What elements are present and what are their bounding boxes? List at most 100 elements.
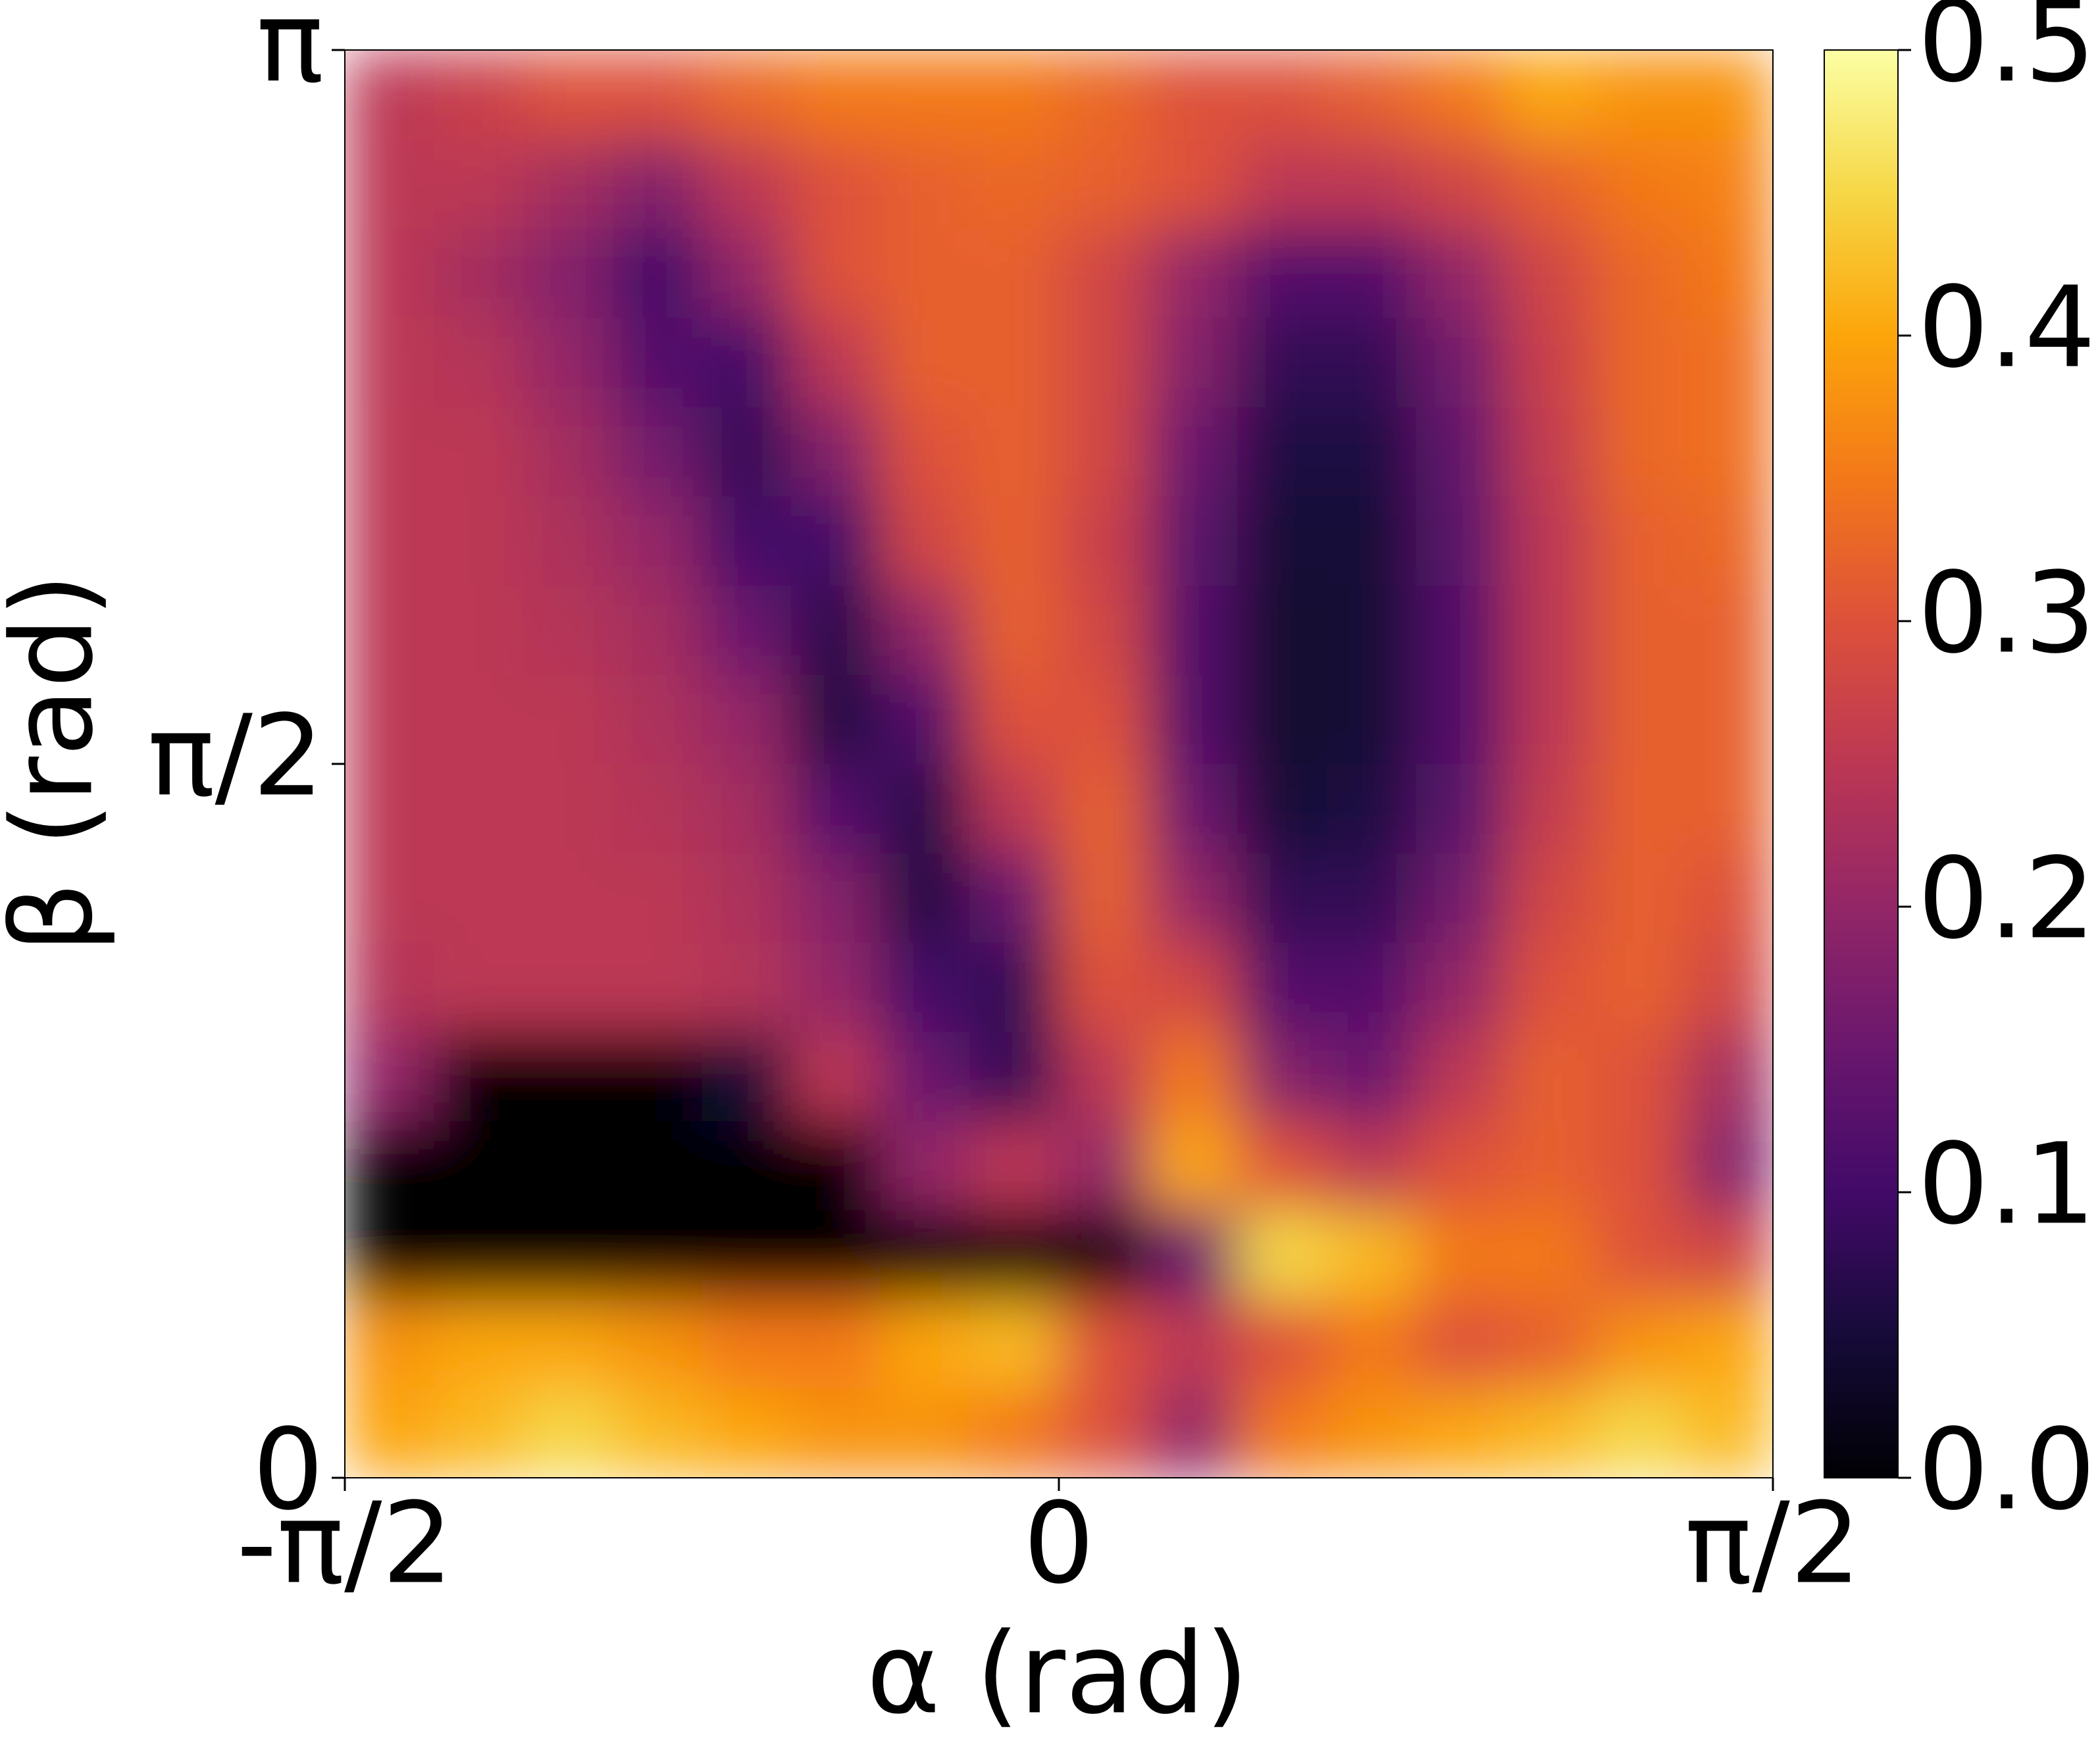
heatmap-cell (969, 764, 1060, 854)
heatmap-cell (1237, 228, 1327, 318)
heatmap-cell (1326, 228, 1416, 318)
heatmap-cell (1505, 585, 1595, 675)
heatmap-cell (702, 1299, 792, 1389)
heatmap-cell (1416, 139, 1506, 229)
heatmap-cell (1059, 139, 1149, 229)
heatmap-cell (702, 764, 792, 854)
y-tick-label: 0 (253, 1405, 324, 1535)
heatmap-cell (702, 139, 792, 229)
heatmap-cell (880, 585, 970, 675)
heatmap-cell (969, 1031, 1060, 1121)
heatmap-cell (1505, 1121, 1595, 1211)
heatmap-cell (1594, 1299, 1684, 1389)
heatmap-cell (1416, 674, 1506, 765)
heatmap-cell (523, 139, 613, 229)
heatmap-cell (523, 1299, 613, 1389)
heatmap-cell (1594, 764, 1684, 854)
heatmap-cell (791, 496, 881, 586)
heatmap-cell (1683, 764, 1773, 854)
heatmap-cell (880, 139, 970, 229)
heatmap-cell (702, 407, 792, 497)
heatmap-cell (612, 585, 702, 675)
heatmap-cell (523, 496, 613, 586)
heatmap-cell (1594, 585, 1684, 675)
heatmap-cell (880, 50, 970, 140)
heatmap-cell (612, 942, 702, 1032)
heatmap-cell (1683, 496, 1773, 586)
y-axis-label: β (rad) (0, 573, 118, 953)
heatmap-cell (612, 1388, 702, 1478)
x-axis-label: α (rad) (867, 1609, 1249, 1739)
heatmap-cell (969, 1388, 1060, 1478)
heatmap-cell (969, 1121, 1060, 1211)
heatmap-cell (1505, 942, 1595, 1032)
heatmap-cell (1237, 674, 1327, 765)
heatmap-cell (1326, 585, 1416, 675)
heatmap-cell (880, 1031, 970, 1121)
heatmap-cell (1683, 853, 1773, 943)
heatmap-cell (1237, 1121, 1327, 1211)
heatmap-cell (1594, 942, 1684, 1032)
heatmap-cell (1416, 1210, 1506, 1300)
heatmap-cell (345, 1388, 435, 1478)
heatmap-cell (1594, 496, 1684, 586)
heatmap (345, 50, 1773, 1478)
heatmap-cell (1237, 317, 1327, 407)
heatmap-cell (1059, 50, 1149, 140)
heatmap-cell (791, 317, 881, 407)
heatmap-cell (1237, 1031, 1327, 1121)
heatmap-cell (880, 1121, 970, 1211)
heatmap-cell (1148, 853, 1238, 943)
heatmap-cell (969, 496, 1060, 586)
heatmap-cell (702, 942, 792, 1032)
heatmap-cell (1059, 496, 1149, 586)
heatmap-cell (345, 674, 435, 765)
heatmap-cell (1683, 674, 1773, 765)
heatmap-cell (1237, 942, 1327, 1032)
heatmap-cell (791, 1121, 881, 1211)
heatmap-cell (880, 317, 970, 407)
heatmap-cell (1683, 1210, 1773, 1300)
heatmap-cell (1148, 1388, 1238, 1478)
heatmap-cell (1148, 496, 1238, 586)
heatmap-cell (434, 1210, 524, 1300)
heatmap-cell (345, 139, 435, 229)
heatmap-cell (1059, 228, 1149, 318)
heatmap-cell (612, 1121, 702, 1211)
heatmap-cell (969, 50, 1060, 140)
heatmap-cell (1237, 50, 1327, 140)
plot-area (345, 50, 1773, 1478)
heatmap-cell (523, 942, 613, 1032)
heatmap-cell (1505, 496, 1595, 586)
heatmap-cell (1326, 317, 1416, 407)
heatmap-cell (791, 50, 881, 140)
heatmap-cell (969, 585, 1060, 675)
heatmap-cell (969, 407, 1060, 497)
colorbar-tick-label: 0.0 (1918, 1405, 2095, 1535)
heatmap-cell (1505, 764, 1595, 854)
heatmap-cell (1416, 942, 1506, 1032)
heatmap-cell (1416, 1299, 1506, 1389)
heatmap-cell (1416, 496, 1506, 586)
heatmap-cell (702, 674, 792, 765)
heatmap-cell (345, 228, 435, 318)
heatmap-cell (434, 496, 524, 586)
heatmap-cell (880, 764, 970, 854)
heatmap-cell (880, 674, 970, 765)
heatmap-cell (345, 50, 435, 140)
heatmap-cell (523, 764, 613, 854)
colorbar-tick-label: 0.4 (1918, 263, 2095, 393)
heatmap-cell (791, 942, 881, 1032)
heatmap-cell (345, 317, 435, 407)
heatmap-cell (1326, 853, 1416, 943)
heatmap-cell (1505, 1388, 1595, 1478)
heatmap-cell (1237, 585, 1327, 675)
heatmap-cell (434, 50, 524, 140)
heatmap-cell (1059, 1031, 1149, 1121)
heatmap-cell (1148, 407, 1238, 497)
heatmap-cell (1237, 139, 1327, 229)
heatmap-cell (1505, 674, 1595, 765)
heatmap-cell (791, 585, 881, 675)
heatmap-cell (612, 853, 702, 943)
